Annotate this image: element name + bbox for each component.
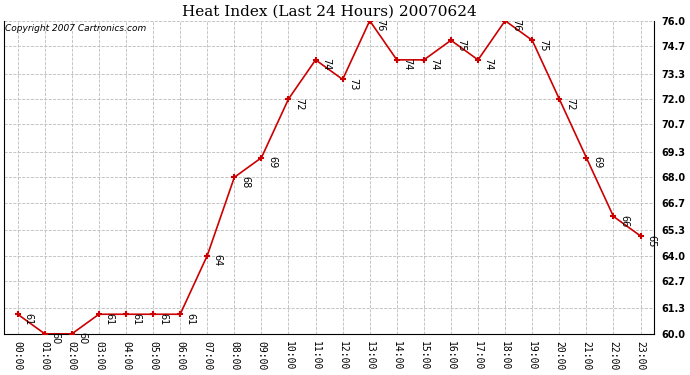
- Text: 74: 74: [484, 58, 493, 71]
- Text: 64: 64: [213, 254, 223, 266]
- Text: 65: 65: [646, 235, 656, 247]
- Text: 61: 61: [23, 313, 33, 325]
- Text: 61: 61: [132, 313, 141, 325]
- Text: 74: 74: [402, 58, 413, 71]
- Text: Copyright 2007 Cartronics.com: Copyright 2007 Cartronics.com: [6, 24, 147, 33]
- Text: 76: 76: [375, 20, 385, 32]
- Text: 74: 74: [321, 58, 331, 71]
- Title: Heat Index (Last 24 Hours) 20070624: Heat Index (Last 24 Hours) 20070624: [181, 4, 477, 18]
- Text: 73: 73: [348, 78, 358, 90]
- Text: 72: 72: [294, 98, 304, 110]
- Text: 61: 61: [159, 313, 168, 325]
- Text: 60: 60: [77, 332, 88, 345]
- Text: 75: 75: [538, 39, 548, 51]
- Text: 61: 61: [104, 313, 115, 325]
- Text: 69: 69: [592, 156, 602, 169]
- Text: 68: 68: [240, 176, 250, 188]
- Text: 75: 75: [457, 39, 466, 51]
- Text: 66: 66: [619, 215, 629, 227]
- Text: 69: 69: [267, 156, 277, 169]
- Text: 74: 74: [429, 58, 440, 71]
- Text: 72: 72: [565, 98, 575, 110]
- Text: 76: 76: [511, 20, 521, 32]
- Text: 60: 60: [50, 332, 60, 345]
- Text: 61: 61: [186, 313, 196, 325]
